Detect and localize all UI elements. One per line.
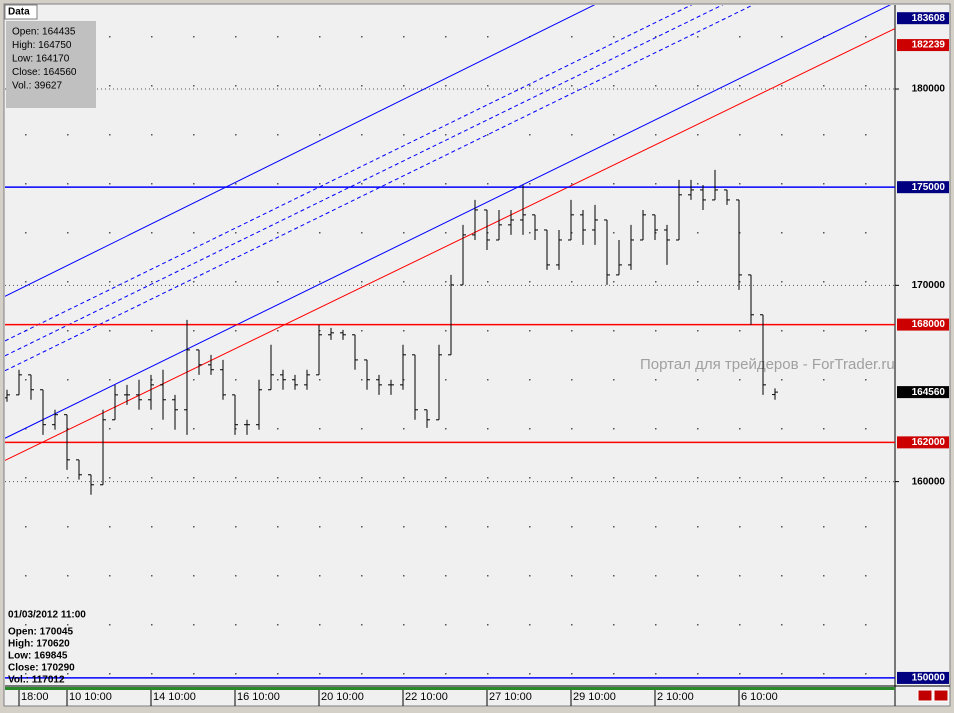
trend-label-box xyxy=(897,39,949,52)
level-label-box xyxy=(897,436,949,449)
trend-line xyxy=(5,5,892,439)
level-label: 168000 xyxy=(912,319,946,330)
info-line: Open: 164435 xyxy=(12,27,76,38)
trend-label-box xyxy=(897,12,949,25)
info-line: High: 170620 xyxy=(8,639,70,650)
watermark: Портал для трейдеров - ForTrader.ru xyxy=(640,356,895,373)
dot-grid xyxy=(5,5,895,685)
current-price-label-box xyxy=(897,386,949,399)
x-tick-label: 14 10:00 xyxy=(153,691,196,703)
info-line: Low: 169845 xyxy=(8,651,68,662)
trend-label: 182239 xyxy=(912,40,946,51)
level-label-box xyxy=(897,181,949,194)
x-tick-label: 22 10:00 xyxy=(405,691,448,703)
session-strip xyxy=(5,687,895,690)
y-tick-label: 160000 xyxy=(912,476,946,487)
level-label: 175000 xyxy=(912,182,946,193)
level-label: 150000 xyxy=(912,673,946,684)
x-tick-label: 16 10:00 xyxy=(237,691,280,703)
trend-line xyxy=(5,5,596,297)
level-label-box xyxy=(897,318,949,331)
trend-label: 183608 xyxy=(912,13,946,24)
trend-line xyxy=(5,28,895,461)
info-line: Low: 164170 xyxy=(12,54,70,65)
info-line: Close: 170290 xyxy=(8,663,75,674)
info-line: Vol.: 39627 xyxy=(12,81,62,92)
x-tick-label: 18:00 xyxy=(21,691,49,703)
plot xyxy=(5,5,895,679)
x-tick-label: 29 10:00 xyxy=(573,691,616,703)
info-line: High: 164750 xyxy=(12,40,72,51)
data-tab[interactable] xyxy=(4,4,38,20)
current-price-label: 164560 xyxy=(912,387,946,398)
info-time: 01/03/2012 11:00 xyxy=(8,610,86,621)
level-label: 162000 xyxy=(912,437,946,448)
scroll-left-button[interactable] xyxy=(917,689,933,702)
y-tick-label: 170000 xyxy=(912,280,946,291)
x-tick-label: 20 10:00 xyxy=(321,691,364,703)
x-tick-label: 27 10:00 xyxy=(489,691,532,703)
x-tick-label: 6 10:00 xyxy=(741,691,778,703)
info-line: Close: 164560 xyxy=(12,67,77,78)
info-panel xyxy=(6,21,96,108)
info-line: Vol.: 117012 xyxy=(8,675,65,686)
info-line: Open: 170045 xyxy=(8,627,73,638)
scroll-right-button[interactable] xyxy=(933,689,949,702)
x-tick-label: 10 10:00 xyxy=(69,691,112,703)
x-tick-label: 2 10:00 xyxy=(657,691,694,703)
y-tick-label: 180000 xyxy=(912,84,946,95)
level-label-box xyxy=(897,671,949,684)
data-tab-label: Data xyxy=(8,7,30,18)
